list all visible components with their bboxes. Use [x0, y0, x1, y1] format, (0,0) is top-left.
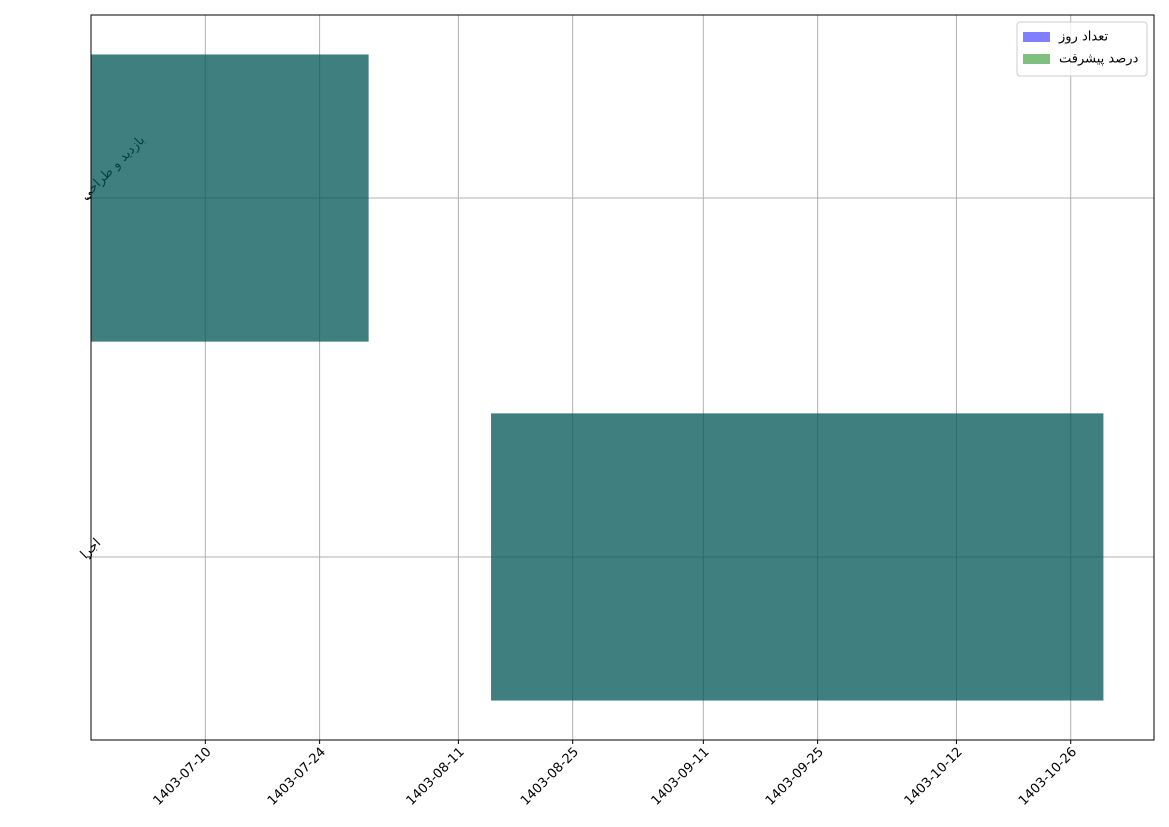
legend-label: درصد پیشرفت — [1059, 52, 1139, 67]
x-tick-label: 1403-07-24 — [265, 745, 329, 809]
x-tick-label: 1403-09-11 — [649, 745, 713, 809]
bar — [491, 413, 1104, 701]
legend-swatch — [1023, 54, 1050, 64]
bar — [91, 54, 369, 342]
x-tick-label: 1403-10-12 — [902, 745, 966, 809]
x-tick-label: 1403-08-25 — [518, 745, 582, 809]
plot-frame — [90, 14, 1155, 741]
legend-label: تعداد روز — [1058, 30, 1108, 45]
legend: تعداد روز درصد پیشرفت — [1016, 21, 1148, 77]
x-tick-label: 1403-10-26 — [1016, 745, 1080, 809]
x-tick-label: 1403-09-25 — [763, 745, 827, 809]
x-tick-label: 1403-07-10 — [151, 745, 215, 809]
x-tick-label: 1403-08-11 — [404, 745, 468, 809]
legend-swatch — [1023, 32, 1050, 42]
